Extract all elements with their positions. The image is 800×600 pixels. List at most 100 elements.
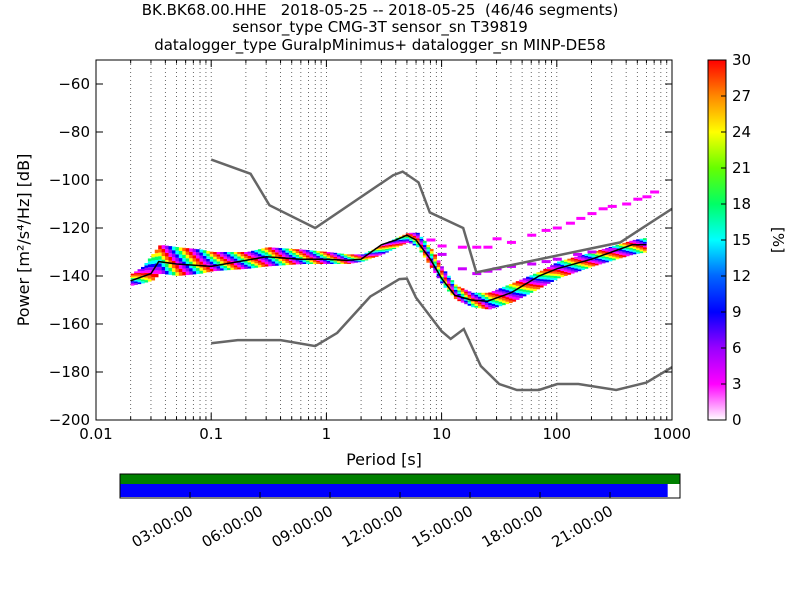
density-cell [440,281,444,284]
density-cell [336,261,341,263]
density-cell [433,261,437,264]
density-cell [457,288,462,291]
density-cell [505,287,510,291]
density-cell [316,257,321,260]
density-outlier [576,216,586,220]
density-cell [488,305,493,308]
density-cell [196,255,200,259]
density-cell [209,256,214,260]
time-tick-label: 09:00:00 [269,502,336,551]
density-cell [326,261,331,263]
density-cell [453,289,458,292]
density-cell [385,245,389,247]
density-cell [546,279,551,282]
density-cell [361,256,365,258]
density-cell [295,251,300,254]
density-cell [213,256,217,260]
density-cell [622,244,627,247]
density-cell [622,248,627,251]
density-cell [199,261,204,265]
density-cell [474,303,479,306]
density-cell [539,277,544,280]
density-cell [230,258,235,261]
density-cell [140,281,145,284]
density-cell [398,241,403,243]
density-cell [189,255,193,259]
density-cell [220,265,224,269]
density-cell [402,240,407,242]
density-cell [577,259,582,262]
density-cell [168,253,173,257]
density-cell [601,252,606,255]
density-cell [636,244,640,247]
density-cell [429,263,434,266]
density-cell [340,262,345,264]
density-cell [391,241,396,244]
density-cell [165,260,169,264]
density-cell [570,257,575,260]
density-cell [519,286,523,289]
density-cell [216,254,221,257]
density-cell [639,251,644,254]
density-cell [137,274,142,277]
density-cell [316,251,321,253]
density-cell [257,260,262,263]
density-cell [546,267,551,270]
density-cell [244,258,248,261]
density-cell [618,254,623,257]
density-cell [615,252,620,254]
density-cell [189,258,193,262]
density-cell [636,242,640,245]
density-cell [450,293,455,296]
density-cell [233,258,238,261]
density-cell [557,269,561,273]
density-cell [309,260,314,263]
density-cell [161,259,166,264]
density-cell [636,248,640,251]
density-cell [347,262,352,264]
density-cell [440,268,444,271]
density-cell [223,252,228,255]
density-cell [526,287,530,291]
density-cell [612,256,616,259]
density-cell [251,261,255,264]
density-cell [347,255,352,257]
density-cell [333,255,338,258]
density-cell [488,292,493,295]
density-cell [560,262,565,265]
density-cell [151,263,156,268]
density-cell [185,251,190,255]
density-cell [553,269,558,272]
density-cell [168,264,173,268]
density-cell [319,254,324,257]
density-cell [563,269,568,272]
density-cell [605,258,609,261]
density-cell [192,271,197,275]
density-cell [140,266,145,270]
density-cell [185,254,190,259]
density-cell [505,299,510,302]
density-cell [130,275,135,277]
density-cell [519,295,523,299]
density-cell [268,254,272,257]
density-cell [213,268,217,272]
density-cell [395,246,400,248]
density-cell [185,258,190,262]
density-cell [433,263,437,267]
density-cell [168,271,173,275]
density-cell [557,261,561,264]
density-cell [550,277,554,280]
density-cell [326,256,331,259]
density-cell [323,260,327,263]
density-cell [443,277,448,280]
density-cell [350,255,355,257]
density-cell [584,266,589,269]
density-cell [587,265,592,268]
density-cell [464,295,468,297]
density-cell [502,295,506,299]
density-cell [381,250,386,252]
density-cell [374,254,379,256]
density-cell [333,257,338,259]
density-cell [171,271,176,276]
density-cell [601,256,606,258]
